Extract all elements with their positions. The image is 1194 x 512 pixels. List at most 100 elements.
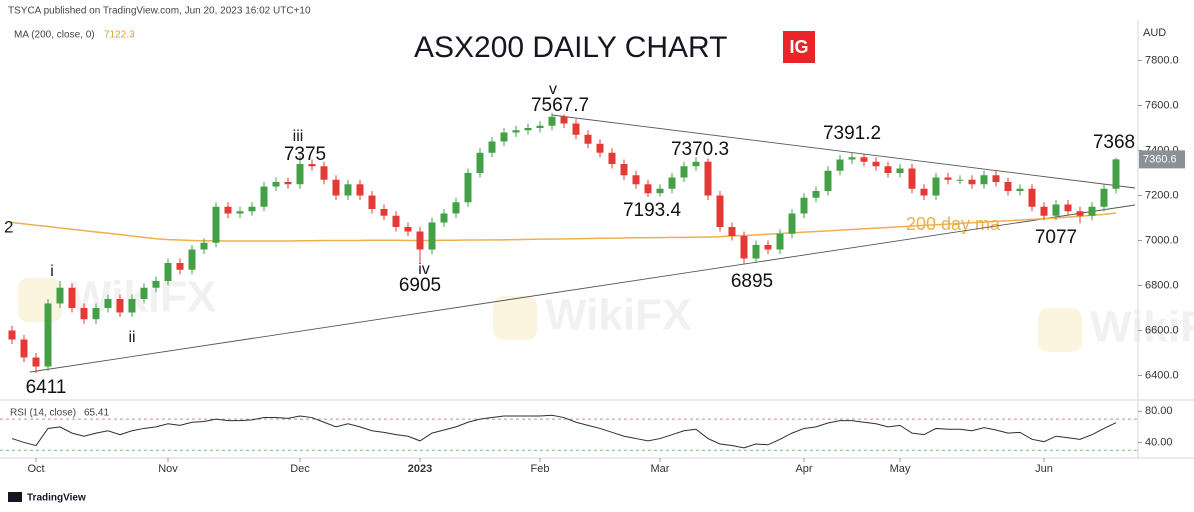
candle-body xyxy=(620,164,628,176)
ma-legend: MA (200, close, 0) xyxy=(14,30,95,41)
candle-body xyxy=(8,330,16,340)
edge-label: 2 xyxy=(4,217,13,236)
value-annotation: 7077 xyxy=(1035,227,1077,248)
candle-body xyxy=(572,123,580,135)
x-tick-label: Mar xyxy=(651,463,670,475)
candle-body xyxy=(344,184,352,196)
logo: IG xyxy=(789,37,808,57)
candle-body xyxy=(860,157,868,162)
rsi-legend-value: 65.41 xyxy=(84,408,109,419)
candle-body xyxy=(968,179,976,185)
candle-body xyxy=(380,209,388,216)
candle-body xyxy=(836,159,844,171)
watermark: WikiFX xyxy=(545,291,691,340)
candle-body xyxy=(800,197,808,214)
candle-body xyxy=(884,166,892,173)
value-annotation: 7368 xyxy=(1093,132,1135,153)
y-tick-label: 7800.0 xyxy=(1145,54,1179,66)
candle-body xyxy=(1112,159,1120,189)
candle-body xyxy=(152,281,160,288)
trendline xyxy=(551,114,1136,189)
footer: TradingView xyxy=(27,493,86,504)
candle-body xyxy=(248,206,256,212)
wave-label: v xyxy=(549,81,557,98)
wave-label: iii xyxy=(293,128,304,145)
ma-legend-value: 7122.3 xyxy=(104,30,135,41)
y-tick-label: 6800.0 xyxy=(1145,279,1179,291)
candle-body xyxy=(764,245,772,250)
candle-body xyxy=(1052,204,1060,216)
y-tick-label: 6400.0 xyxy=(1145,369,1179,381)
candle-body xyxy=(428,222,436,250)
candle-body xyxy=(512,130,520,133)
candle-body xyxy=(680,166,688,178)
candle-body xyxy=(488,141,496,153)
x-tick-label: Jun xyxy=(1035,463,1053,475)
wave-label: iv xyxy=(418,261,430,278)
candle-body xyxy=(632,175,640,185)
watermark: WikiFX xyxy=(1090,303,1194,352)
candle-body xyxy=(788,213,796,234)
logo-box xyxy=(783,31,815,63)
value-annotation: 6411 xyxy=(26,377,67,398)
candle-body xyxy=(92,308,100,320)
candle-body xyxy=(692,161,700,167)
price-label-box xyxy=(1139,150,1185,169)
candle-body xyxy=(1016,188,1024,191)
candle-body xyxy=(1076,211,1084,216)
y-tick-label: 7600.0 xyxy=(1145,99,1179,111)
candle-body xyxy=(464,173,472,203)
candle-body xyxy=(740,236,748,259)
rsi-legend: RSI (14, close) xyxy=(10,408,76,419)
candle-body xyxy=(752,245,760,259)
price-label: 7360.6 xyxy=(1143,153,1177,165)
candle-body xyxy=(452,202,460,214)
candle-body xyxy=(320,166,328,180)
wave-label: i xyxy=(50,263,54,280)
candle-body xyxy=(1040,206,1048,216)
candle-body xyxy=(584,134,592,144)
candle-body xyxy=(20,339,28,358)
x-tick-label: 2023 xyxy=(408,463,432,475)
candle-body xyxy=(332,179,340,196)
candle-body xyxy=(272,182,280,187)
candle-body xyxy=(608,152,616,164)
candle-body xyxy=(908,168,916,189)
candle-body xyxy=(356,184,364,196)
candle-body xyxy=(896,168,904,173)
watermark-icon xyxy=(493,296,537,340)
wave-label: ii xyxy=(128,329,135,346)
footer-logo xyxy=(8,492,22,502)
candle-body xyxy=(524,128,532,131)
x-tick-label: Oct xyxy=(27,463,44,475)
candle-body xyxy=(260,186,268,207)
candle-body xyxy=(824,170,832,191)
candle-body xyxy=(212,206,220,243)
candle-body xyxy=(56,287,64,304)
candle-body xyxy=(140,287,148,299)
value-annotation: 6905 xyxy=(399,275,441,296)
candle-body xyxy=(164,263,172,281)
candle-body xyxy=(416,231,424,250)
value-annotation: 7193.4 xyxy=(623,200,682,221)
candle-body xyxy=(476,152,484,173)
candle-body xyxy=(848,157,856,160)
value-annotation: 7370.3 xyxy=(671,139,729,160)
candle-body xyxy=(500,132,508,142)
candle-body xyxy=(236,211,244,214)
candle-body xyxy=(872,161,880,167)
y-tick-label: 6600.0 xyxy=(1145,324,1179,336)
candle-body xyxy=(128,299,136,313)
candle-body xyxy=(932,177,940,196)
candle-body xyxy=(404,227,412,232)
candle-body xyxy=(776,233,784,250)
candle-body xyxy=(200,242,208,250)
candle-body xyxy=(1064,204,1072,212)
candle-body xyxy=(44,303,52,367)
x-tick-label: May xyxy=(890,463,911,475)
candle-body xyxy=(596,143,604,153)
candle-body xyxy=(188,249,196,270)
candle-body xyxy=(68,287,76,308)
candle-body xyxy=(440,213,448,223)
